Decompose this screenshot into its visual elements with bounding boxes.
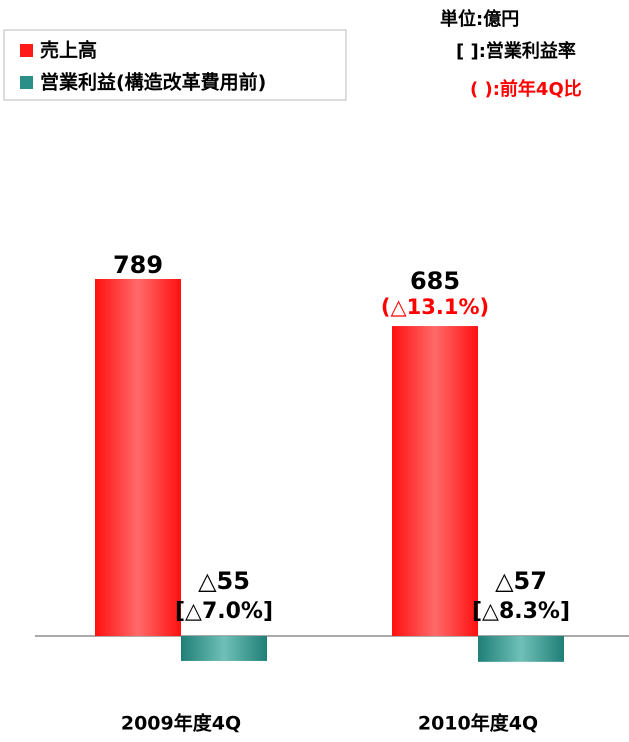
bar (392, 326, 478, 637)
legend-swatch (20, 44, 33, 57)
x-tick-label: 2010年度4Q (418, 712, 538, 735)
note: [ ]:営業利益率 (456, 40, 576, 62)
legend-swatch (20, 76, 33, 89)
value-label: △57 (495, 567, 547, 595)
value-label: 685 (410, 267, 460, 295)
unit-label: 単位:億円 (440, 8, 519, 30)
legend-label: 営業利益(構造改革費用前) (40, 71, 266, 94)
note: ( ):前年4Q比 (470, 78, 582, 100)
x-tick-label: 2009年度4Q (121, 712, 241, 735)
change-label: (△13.1%) (381, 295, 489, 319)
legend-box (3, 29, 347, 101)
bar (181, 636, 267, 661)
value-label: 789 (113, 251, 163, 279)
ratio-label: [△7.0%] (175, 599, 273, 624)
bar (95, 278, 181, 637)
bar (478, 636, 564, 662)
legend-label: 売上高 (40, 39, 97, 62)
value-label: △55 (198, 567, 250, 595)
ratio-label: [△8.3%] (472, 599, 570, 624)
